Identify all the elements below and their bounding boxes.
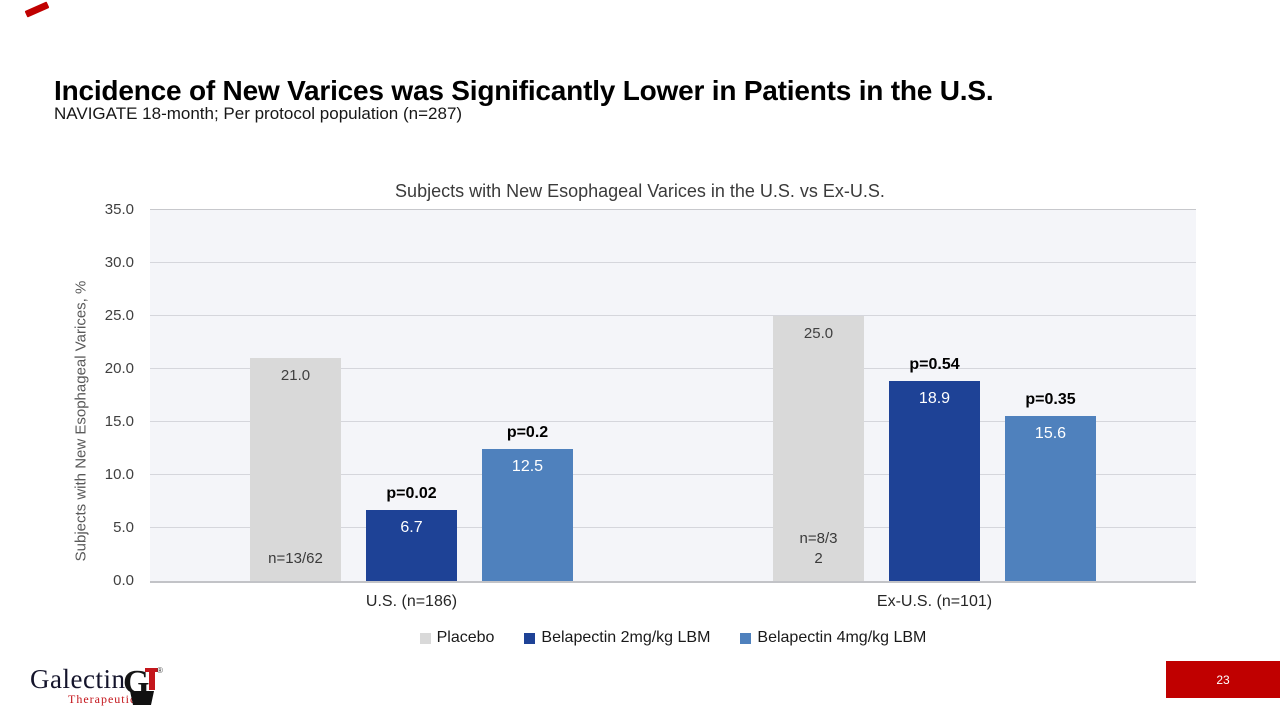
slide-title: Incidence of New Varices was Significant… bbox=[54, 74, 994, 106]
chart-title: Subjects with New Esophageal Varices in … bbox=[395, 181, 885, 201]
p-value-label: p=0.02 bbox=[386, 484, 437, 502]
y-tick-label: 20.0 bbox=[104, 360, 134, 377]
x-category-label: U.S. (n=186) bbox=[365, 593, 458, 610]
page-number-box: 23 bbox=[1166, 661, 1280, 698]
gridline bbox=[150, 527, 1196, 528]
legend-item: Belapectin 2mg/kg LBM bbox=[524, 629, 710, 647]
chart-legend: Placebo Belapectin 2mg/kg LBM Belapectin 4… bbox=[150, 629, 1196, 647]
logo-wordmark: Galectin bbox=[30, 664, 126, 694]
gridline bbox=[150, 368, 1196, 369]
y-tick-label: 15.0 bbox=[104, 413, 134, 430]
bar-n-label: n=8/3 2 bbox=[799, 529, 838, 567]
legend-item: Placebo bbox=[419, 629, 495, 647]
page-number: 23 bbox=[1216, 672, 1230, 687]
gridline bbox=[150, 209, 1196, 210]
registered-mark: ® bbox=[157, 666, 163, 675]
p-value-label: p=0.54 bbox=[909, 355, 960, 373]
legend-swatch bbox=[419, 632, 431, 644]
logo-subtext: Therapeutics bbox=[68, 692, 142, 706]
bar: 18.9 bbox=[889, 380, 980, 581]
y-tick-label: 10.0 bbox=[104, 466, 134, 483]
y-tick-label: 25.0 bbox=[104, 307, 134, 324]
logo-red-serif bbox=[145, 668, 158, 672]
x-category-label: Ex-U.S. (n=101) bbox=[876, 593, 993, 610]
y-tick-label: 35.0 bbox=[104, 201, 134, 218]
plot-area: 21.0 n=13/62 6.7 p=0.02 12.5 p=0.2 25.0 n=8/3 2… bbox=[150, 209, 1196, 583]
red-corner-mark bbox=[24, 1, 50, 18]
logo-black-wedge bbox=[130, 691, 154, 705]
bar-value-label: 15.6 bbox=[1034, 424, 1067, 442]
slide-subtitle: NAVIGATE 18-month; Per protocol populati… bbox=[54, 104, 463, 123]
p-value-label: p=0.35 bbox=[1025, 390, 1076, 408]
bar-value-label: 21.0 bbox=[280, 367, 311, 385]
y-tick-label: 30.0 bbox=[104, 254, 134, 271]
gridline bbox=[150, 421, 1196, 422]
bar: 6.7 bbox=[366, 509, 457, 581]
legend-label: Belapectin 2mg/kg LBM bbox=[541, 629, 711, 646]
legend-swatch bbox=[524, 632, 536, 644]
gridline bbox=[150, 315, 1196, 316]
legend-swatch bbox=[740, 632, 752, 644]
y-tick-label: 5.0 bbox=[113, 519, 134, 536]
bar: 15.6 bbox=[1005, 415, 1096, 581]
legend-label: Belapectin 4mg/kg LBM bbox=[757, 629, 927, 646]
logo-red-bar bbox=[149, 668, 155, 690]
legend-item: Belapectin 4mg/kg LBM bbox=[740, 629, 926, 647]
galectin-logo: Galectin Therapeutics G ® bbox=[30, 664, 170, 712]
bar: 25.0 n=8/3 2 bbox=[773, 316, 864, 581]
p-value-label: p=0.2 bbox=[506, 423, 549, 441]
bar-value-label: 12.5 bbox=[511, 457, 544, 475]
bar-n-label: n=13/62 bbox=[268, 549, 323, 567]
bar: 21.0 n=13/62 bbox=[250, 358, 341, 581]
legend-label: Placebo bbox=[436, 629, 495, 646]
bar-value-label: 6.7 bbox=[400, 518, 423, 536]
y-tick-label: 0.0 bbox=[113, 572, 134, 589]
gt-logo-icon: G ® bbox=[123, 664, 163, 705]
bar-value-label: 18.9 bbox=[918, 389, 951, 407]
bar: 12.5 bbox=[482, 448, 573, 581]
x-axis-labels: U.S. (n=186) Ex-U.S. (n=101) bbox=[150, 593, 1196, 615]
bar-value-label: 25.0 bbox=[803, 325, 834, 342]
gridline bbox=[150, 474, 1196, 475]
gridline bbox=[150, 262, 1196, 263]
y-axis-ticks: 0.0 5.0 10.0 15.0 20.0 25.0 30.0 35.0 bbox=[0, 201, 134, 589]
